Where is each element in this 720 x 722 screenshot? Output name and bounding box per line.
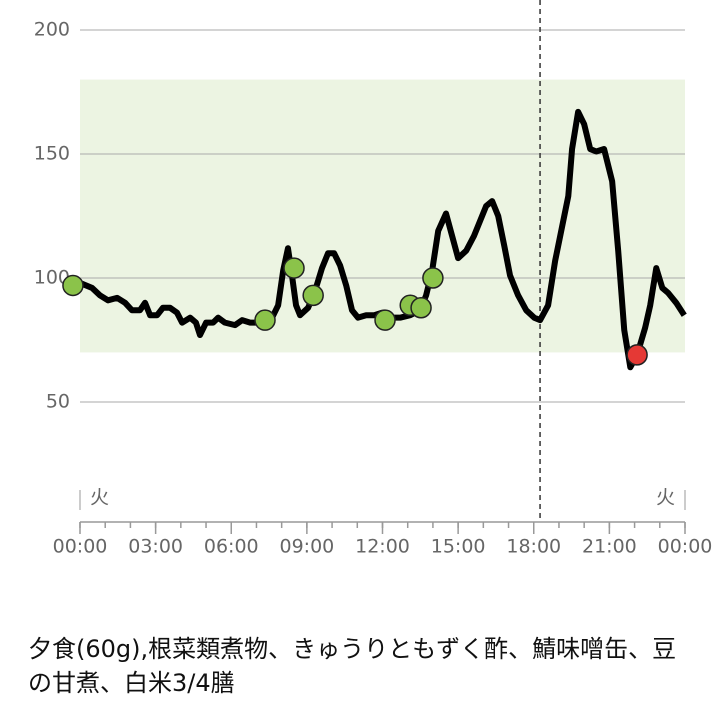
x-tick-label: 03:00 [128,536,183,558]
x-tick-label: 15:00 [431,536,486,558]
chart: 50 100 150 200 00:00 03:00 06:00 09:00 12:00 15:0… [34,0,713,558]
meal-marker [283,257,305,279]
meal-text: 夕食(60g),根菜類煮物、きゅうりともずく酢、鯖味噌缶、豆の甘煮、白米3/4膳 [28,635,677,697]
x-tick-label: 21:00 [582,536,637,558]
y-tick-label: 150 [34,143,70,165]
x-tick-label: 06:00 [204,536,259,558]
day-label: 火 [656,487,675,509]
meal-marker [374,309,396,331]
meal-marker [410,297,432,319]
meal-marker [422,267,444,289]
meal-marker [626,344,648,366]
meal-marker [254,309,276,331]
glucose-line [71,108,687,371]
x-tick-label: 09:00 [279,536,334,558]
x-tick-label: 18:00 [506,536,561,558]
y-tick-label: 200 [34,19,70,41]
y-tick-label: 50 [46,391,70,413]
x-tick-label: 00:00 [658,536,713,558]
meal-marker [302,284,324,307]
x-tick-label: 00:00 [53,536,108,558]
y-tick-label: 100 [34,267,70,289]
x-tick-label: 12:00 [355,536,410,558]
meal-marker [62,274,84,297]
day-label: 火 [90,487,109,509]
